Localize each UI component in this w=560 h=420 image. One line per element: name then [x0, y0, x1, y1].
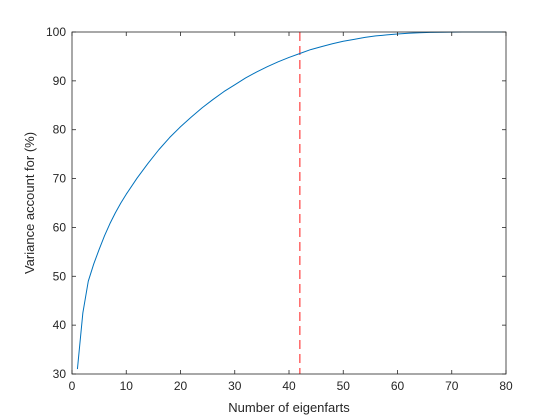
y-tick-label: 30 — [53, 367, 67, 381]
plot-area — [72, 32, 506, 374]
x-tick-label: 70 — [445, 379, 459, 393]
y-tick-label: 50 — [53, 269, 67, 283]
series-line-0 — [76, 31, 506, 370]
series-layer — [76, 31, 506, 370]
x-tick-label: 30 — [228, 379, 242, 393]
y-tick-label: 70 — [53, 172, 67, 186]
x-tick-label: 40 — [282, 379, 296, 393]
ticks-layer: 0 10 20 30 40 50 60 70 80 30 40 50 60 70 80 90 100 — [46, 25, 513, 393]
x-tick-label: 20 — [174, 379, 188, 393]
y-axis-label: Variance account for (%) — [22, 132, 37, 274]
y-tick-label: 90 — [53, 74, 67, 88]
x-axis-label: Number of eigenfarts — [228, 400, 350, 415]
x-tick-label: 50 — [337, 379, 351, 393]
x-tick-label: 0 — [69, 379, 76, 393]
y-tick-label: 60 — [53, 220, 67, 234]
x-tick-label: 80 — [499, 379, 513, 393]
x-tick-label: 60 — [391, 379, 405, 393]
y-tick-label: 40 — [53, 318, 67, 332]
x-tick-label: 10 — [120, 379, 134, 393]
y-tick-label: 80 — [53, 123, 67, 137]
y-tick-label: 100 — [46, 25, 66, 39]
